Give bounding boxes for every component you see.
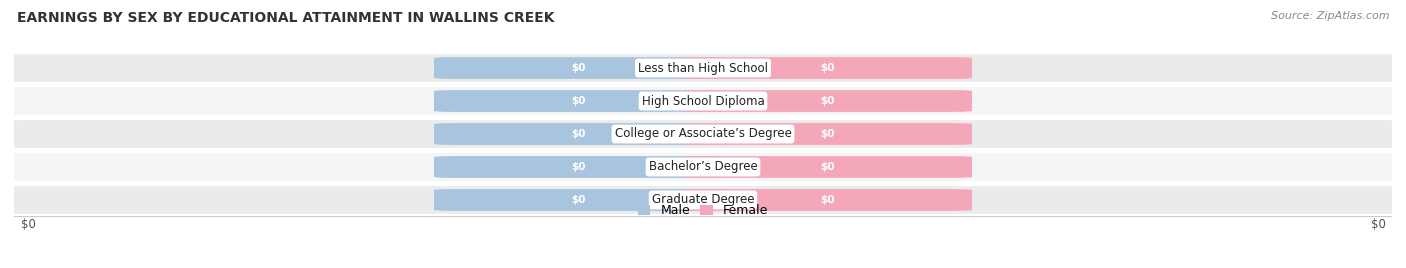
FancyBboxPatch shape — [683, 156, 972, 178]
Text: High School Diploma: High School Diploma — [641, 95, 765, 107]
Text: $0: $0 — [821, 96, 835, 106]
FancyBboxPatch shape — [434, 123, 723, 145]
Text: $0: $0 — [821, 195, 835, 205]
Text: $0: $0 — [571, 129, 585, 139]
FancyBboxPatch shape — [0, 186, 1406, 214]
Text: $0: $0 — [21, 218, 35, 232]
Text: Bachelor’s Degree: Bachelor’s Degree — [648, 161, 758, 173]
Text: $0: $0 — [1371, 218, 1385, 232]
FancyBboxPatch shape — [0, 120, 1406, 148]
FancyBboxPatch shape — [434, 156, 723, 178]
Text: Graduate Degree: Graduate Degree — [652, 193, 754, 206]
Text: Less than High School: Less than High School — [638, 62, 768, 75]
Text: $0: $0 — [571, 96, 585, 106]
FancyBboxPatch shape — [0, 54, 1406, 82]
FancyBboxPatch shape — [0, 153, 1406, 181]
Text: $0: $0 — [571, 195, 585, 205]
FancyBboxPatch shape — [683, 189, 972, 211]
Text: EARNINGS BY SEX BY EDUCATIONAL ATTAINMENT IN WALLINS CREEK: EARNINGS BY SEX BY EDUCATIONAL ATTAINMEN… — [17, 11, 554, 25]
FancyBboxPatch shape — [0, 87, 1406, 115]
Text: $0: $0 — [571, 63, 585, 73]
FancyBboxPatch shape — [683, 123, 972, 145]
FancyBboxPatch shape — [434, 189, 723, 211]
Text: $0: $0 — [571, 162, 585, 172]
FancyBboxPatch shape — [683, 57, 972, 79]
Text: Source: ZipAtlas.com: Source: ZipAtlas.com — [1271, 11, 1389, 21]
Text: $0: $0 — [821, 162, 835, 172]
FancyBboxPatch shape — [683, 90, 972, 112]
Text: $0: $0 — [821, 63, 835, 73]
Legend: Male, Female: Male, Female — [633, 199, 773, 222]
Text: $0: $0 — [821, 129, 835, 139]
Text: College or Associate’s Degree: College or Associate’s Degree — [614, 128, 792, 140]
FancyBboxPatch shape — [434, 57, 723, 79]
FancyBboxPatch shape — [434, 90, 723, 112]
